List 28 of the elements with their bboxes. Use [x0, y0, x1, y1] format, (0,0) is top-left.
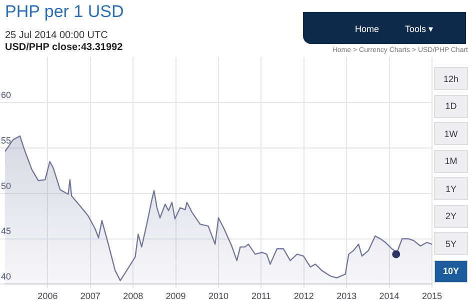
y-tick-label: 40	[1, 272, 12, 282]
text: 1Y	[434, 177, 468, 200]
text: 10Y	[434, 260, 468, 282]
x-tick-label: 2011	[252, 291, 271, 302]
x-tick-label: 2013	[336, 291, 357, 302]
text: 5Y	[434, 232, 468, 255]
y-tick-label: 45	[1, 226, 12, 236]
x-tick-label: 2009	[166, 291, 186, 302]
x-tick-label: 2007	[80, 291, 100, 302]
y-tick-label: 55	[1, 135, 12, 146]
text: USD/PHP close:43.31992	[5, 42, 123, 53]
x-tick-label: 2008	[123, 291, 144, 302]
text: Tools ▾	[405, 24, 434, 34]
text: 1W	[434, 122, 468, 145]
x-tick-label: 2014	[379, 291, 400, 302]
y-tick-label: 60	[1, 90, 12, 100]
chart-subtitle: 25 Jul 2014 00:00 UTC	[5, 30, 108, 41]
x-tick-label: 2015	[422, 291, 442, 302]
text: 2Y	[434, 204, 468, 228]
x-tick-label: 2010	[208, 291, 229, 302]
chart-title: PHP per 1 USD	[5, 2, 124, 22]
text: 12h	[434, 67, 468, 90]
text: 1D	[434, 94, 468, 118]
text: Home	[355, 24, 380, 34]
x-tick-label: 2006	[38, 291, 58, 302]
y-tick-label: 50	[1, 180, 12, 191]
text: 1M	[434, 150, 468, 172]
x-tick-label: 2012	[294, 291, 314, 302]
